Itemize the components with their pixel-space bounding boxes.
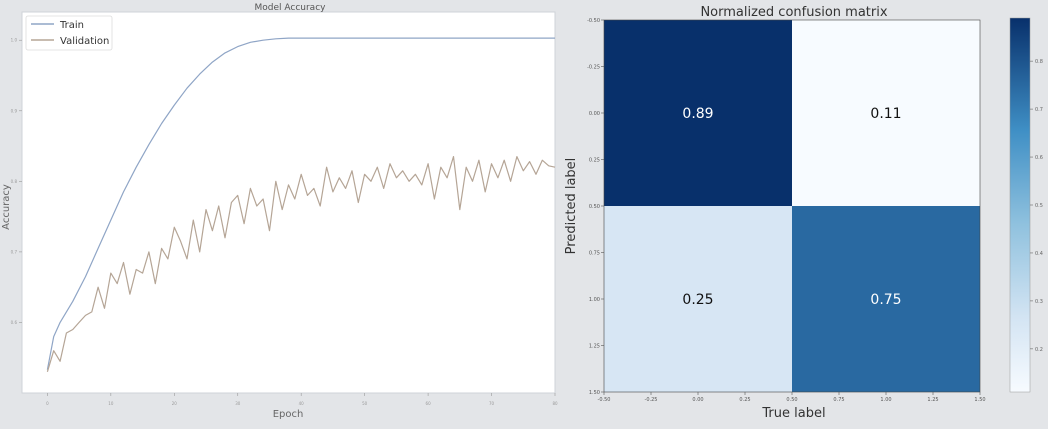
accuracy-y-ticks: 0.6 0.7 0.8 0.9 1.0	[11, 38, 22, 325]
colorbar-ticks: 0.2 0.3 0.4 0.5 0.6 0.7 0.8	[1030, 59, 1043, 353]
accuracy-x-tick-label: 50	[362, 401, 368, 406]
legend-label-train: Train	[59, 20, 84, 31]
accuracy-x-ticks: 0 10 20 30 40 50 60 70 80	[46, 393, 558, 406]
accuracy-x-tick-label: 20	[172, 401, 178, 406]
accuracy-xlabel: Epoch	[273, 409, 304, 420]
accuracy-x-tick-label: 70	[489, 401, 495, 406]
accuracy-y-tick-label: 0.9	[11, 108, 18, 113]
accuracy-x-tick-label: 60	[426, 401, 432, 406]
cm-x-tick-label: 1.50	[974, 397, 985, 403]
cm-xlabel: True label	[761, 406, 825, 421]
cm-cells: 0.89 0.11 0.25 0.75	[604, 20, 980, 392]
cm-x-tick-label: -0.50	[598, 397, 611, 403]
cm-cell	[792, 20, 980, 206]
cm-x-tick-label: 0.25	[739, 397, 750, 403]
colorbar-tick-label: 0.6	[1035, 155, 1043, 161]
cm-y-ticks: -0.50 -0.25 0.00 0.25 0.50 0.75 1.00 1.25 1.50	[587, 18, 604, 396]
accuracy-legend: Train Validation	[25, 15, 113, 51]
accuracy-x-tick-label: 10	[108, 401, 114, 406]
cm-cell-label: 0.25	[682, 292, 713, 308]
cm-cell	[792, 206, 980, 392]
legend-label-validation: Validation	[60, 36, 109, 47]
series-line-train	[46, 37, 555, 370]
cm-x-tick-label: 0.50	[786, 397, 797, 403]
cm-x-tick-label: -0.25	[645, 397, 658, 403]
cm-cell	[604, 206, 792, 392]
cm-title: Normalized confusion matrix	[700, 5, 887, 20]
accuracy-x-tick-label: 40	[299, 401, 305, 406]
series-line-validation	[46, 156, 556, 372]
accuracy-x-tick-label: 30	[235, 401, 241, 406]
cm-y-tick-label: 1.00	[589, 297, 600, 303]
accuracy-chart: Model Accuracy Epoch Accuracy 0 10 20 30 40 5…	[1, 3, 558, 420]
cm-cell-label: 0.89	[682, 106, 713, 122]
cm-x-tick-label: 0.75	[833, 397, 844, 403]
cm-y-tick-label: 1.25	[589, 344, 600, 350]
confusion-matrix-chart: Normalized confusion matrix True label P…	[564, 0, 1048, 425]
cm-cell-label: 0.11	[870, 106, 901, 122]
accuracy-x-tick-label: 0	[46, 401, 49, 406]
cm-ylabel: Predicted label	[564, 158, 579, 255]
accuracy-ylabel: Accuracy	[1, 184, 12, 230]
cm-x-tick-label: 1.00	[880, 397, 891, 403]
cm-x-tick-label: 1.25	[927, 397, 938, 403]
colorbar	[1009, 17, 1031, 393]
accuracy-series	[46, 37, 556, 372]
accuracy-y-tick-label: 0.6	[11, 320, 18, 325]
colorbar-tick-label: 0.3	[1035, 299, 1043, 305]
cm-x-ticks: -0.50 -0.25 0.00 0.25 0.50 0.75 1.00 1.25 1.50	[598, 392, 986, 403]
cm-x-tick-label: 0.00	[692, 397, 703, 403]
accuracy-y-tick-label: 0.7	[11, 249, 18, 254]
colorbar-tick-label: 0.5	[1035, 203, 1043, 209]
accuracy-y-tick-label: 0.8	[11, 179, 18, 184]
accuracy-y-tick-label: 1.0	[11, 38, 18, 43]
colorbar-tick-label: 0.8	[1035, 59, 1043, 65]
cm-y-tick-label: -0.50	[587, 18, 600, 24]
cm-y-tick-label: -0.25	[587, 65, 600, 71]
accuracy-title: Model Accuracy	[255, 3, 327, 13]
colorbar-tick-label: 0.4	[1035, 251, 1043, 257]
cm-y-tick-label: 1.50	[589, 390, 600, 396]
cm-y-tick-label: 0.00	[589, 111, 600, 117]
cm-cell-label: 0.75	[870, 292, 901, 308]
colorbar-tick-label: 0.7	[1035, 107, 1043, 113]
cm-cell	[604, 20, 792, 206]
cm-y-tick-label: 0.50	[589, 204, 600, 210]
cm-y-tick-label: 0.25	[589, 158, 600, 164]
accuracy-plot-area	[21, 11, 556, 394]
colorbar-tick-label: 0.2	[1035, 347, 1043, 353]
accuracy-x-tick-label: 80	[552, 401, 558, 406]
cm-y-tick-label: 0.75	[589, 251, 600, 257]
